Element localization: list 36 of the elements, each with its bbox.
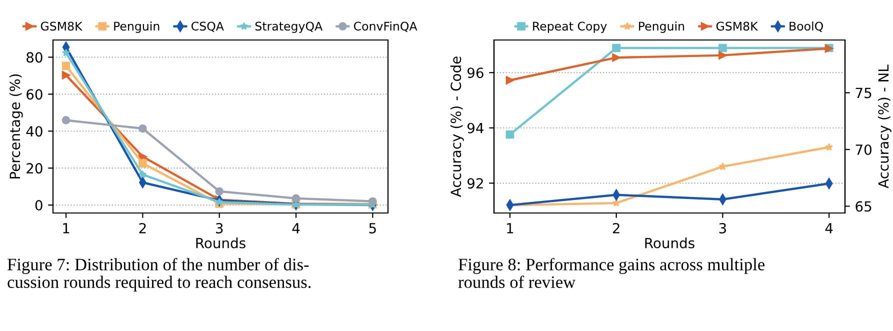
y-tick-label: 20: [26, 163, 42, 174]
y2-tick-label: 70: [856, 144, 872, 155]
legend-label: Penguin: [114, 21, 160, 33]
legend-label: BoolQ: [790, 21, 823, 32]
y-axis-title: Percentage (%): [9, 74, 23, 178]
y-tick-label: 40: [26, 126, 42, 137]
y-tick-label: 0: [35, 200, 42, 211]
y-tick-label: 80: [26, 52, 42, 63]
y-axis-title: Accuracy (%) - Code: [450, 56, 464, 198]
legend-label: Penguin: [639, 21, 684, 33]
x-tick-label: 5: [369, 223, 376, 234]
legend-label: ConvFinQA: [354, 21, 418, 32]
x-tick-label: 1: [63, 223, 70, 234]
y-tick-label: 92: [467, 178, 483, 189]
x-tick-label: 2: [612, 222, 620, 234]
legend-label: StrategyQA: [255, 22, 323, 33]
x-tick-label: 4: [825, 223, 833, 234]
y2-tick-label: 65: [856, 201, 872, 212]
caption: Figure 8: Performance gains across multiple rounds of review: [458, 258, 765, 288]
y2-tick-label: 75: [856, 88, 872, 98]
x-axis-title: Rounds: [645, 238, 694, 248]
y-tick-label: 96: [467, 68, 484, 78]
y-tick-label: 60: [26, 89, 42, 100]
y2-axis-title: Accuracy (%) - NL: [878, 64, 892, 188]
caption: Figure 7: Distribution of the number of dis- cussion rounds required to reach consensus.: [8, 258, 311, 292]
x-axis-title: Rounds: [196, 238, 246, 248]
legend-label: Repeat Copy: [533, 22, 607, 33]
x-tick-label: 3: [719, 222, 726, 234]
y-tick-label: 94: [467, 122, 484, 134]
x-tick-label: 2: [139, 222, 146, 234]
x-tick-label: 3: [216, 222, 223, 234]
x-tick-label: 4: [292, 223, 300, 234]
legend-label: GSM8K: [716, 22, 758, 31]
legend-label: GSM8K: [40, 22, 83, 31]
x-tick-label: 1: [507, 223, 514, 234]
legend-label: CSQA: [192, 22, 224, 32]
